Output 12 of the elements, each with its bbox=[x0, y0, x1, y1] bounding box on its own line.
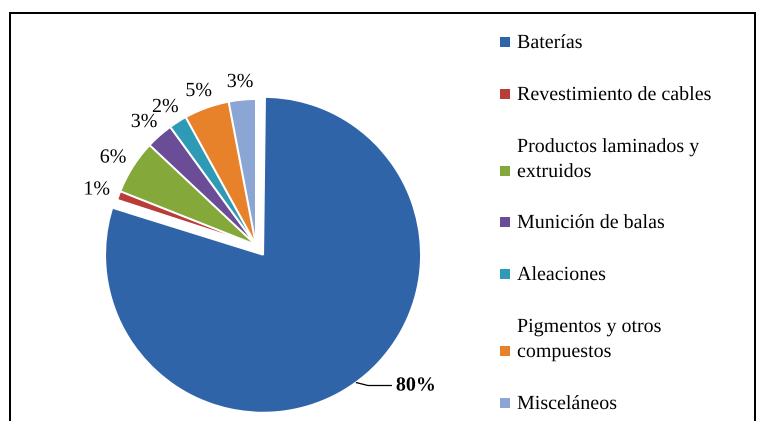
legend-label: Pigmentos y otros compuestos bbox=[517, 314, 662, 364]
legend-label: Baterías bbox=[517, 30, 584, 55]
legend-label: Aleaciones bbox=[517, 262, 607, 288]
legend-label: Revestimiento de cables bbox=[517, 82, 712, 107]
data-label: 3% bbox=[226, 70, 254, 92]
legend-label: Munición de balas bbox=[517, 210, 666, 236]
data-label: 5% bbox=[185, 78, 212, 101]
data-label: 1% bbox=[83, 178, 110, 200]
legend-label: Misceláneos bbox=[517, 390, 618, 416]
legend-label: Productos laminados y extruidos bbox=[517, 134, 700, 184]
data-label: 80% bbox=[396, 374, 436, 396]
data-label: 6% bbox=[100, 145, 126, 168]
